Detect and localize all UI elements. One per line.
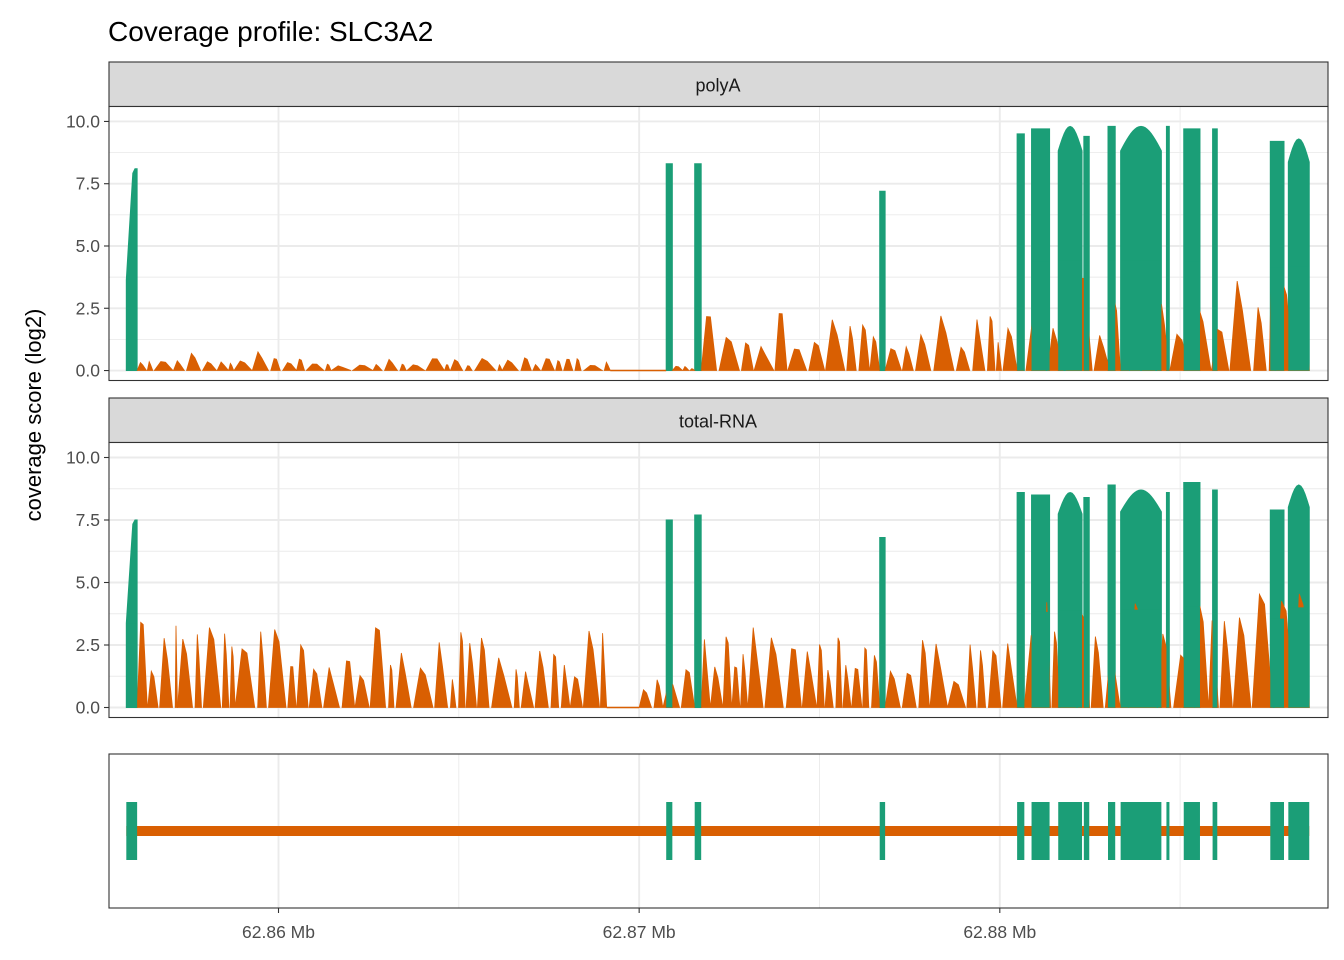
polyA-exon-15-base — [1288, 266, 1310, 371]
gene-model — [126, 802, 1310, 860]
polyA-exon-12-base — [1183, 261, 1200, 371]
gene-intron-line — [126, 826, 1310, 836]
total-RNA-exon-11-base — [1166, 610, 1170, 708]
polyA-exon-14-base — [1270, 267, 1285, 371]
gene-exon-11 — [1166, 802, 1170, 860]
strip-label-polyA: polyA — [695, 76, 740, 96]
gene-exon-13 — [1212, 802, 1218, 860]
polyA-exon-7-base — [1058, 260, 1083, 371]
gene-exon-1 — [126, 802, 138, 860]
total-RNA-exon-7-base — [1058, 610, 1083, 708]
strip-total-RNA — [108, 397, 1329, 444]
total-RNA-intron-segment-2 — [177, 627, 608, 708]
strip-label-total-RNA: total-RNA — [679, 412, 757, 432]
intron-coverage-total-RNA — [126, 592, 1310, 709]
polyA-intron-segment-7 — [884, 315, 1018, 371]
polyA-exon-6-base — [1031, 261, 1050, 371]
x-tick-label: 62.88 Mb — [963, 922, 1036, 942]
polyA-exon-11-base — [1166, 260, 1170, 371]
gene-exon-8 — [1083, 802, 1090, 860]
polyA-exon-1-base — [126, 279, 138, 371]
gene-exon-15 — [1288, 802, 1310, 860]
polyA-exon-2-base — [666, 277, 673, 371]
gene-exon-9 — [1108, 802, 1116, 860]
y-axis-total-RNA: 0.0 2.5 5.0 7.5 10.0 — [66, 448, 109, 718]
gene-exon-10 — [1120, 802, 1162, 860]
panel-total-RNA: total-RNA 0.0 2.5 5.0 7.5 10.0 — [66, 397, 1329, 719]
gene-model-track — [108, 753, 1329, 909]
y-axis-polyA: 0.0 2.5 5.0 7.5 10.0 — [66, 111, 109, 381]
total-RNA-exon-13-base — [1212, 609, 1218, 708]
panel-border-total-RNA — [108, 441, 1329, 719]
total-RNA-intron-segment-5 — [700, 627, 881, 708]
polyA-exon-13-base — [1212, 261, 1218, 371]
gene-exon-7 — [1058, 802, 1083, 860]
polyA-intron-segment-6 — [700, 313, 881, 371]
polyA-exon-8-base — [1083, 265, 1090, 371]
total-RNA-exon-15-base — [1288, 607, 1310, 708]
intron-coverage-polyA — [126, 260, 1310, 372]
strip-polyA — [108, 61, 1329, 108]
total-RNA-exon-2-base — [666, 623, 673, 708]
gene-exon-14 — [1270, 802, 1285, 860]
total-RNA-exon-8-base — [1083, 613, 1090, 708]
total-RNA-intron-segment-6 — [884, 640, 1018, 708]
total-RNA-exon-6-base — [1031, 611, 1050, 708]
total-RNA-y-tick-label: 7.5 — [76, 510, 100, 530]
gene-exon-2 — [666, 802, 673, 860]
polyA-intron-segment-2 — [296, 358, 503, 371]
polyA-exon-5-base — [1017, 264, 1025, 371]
gene-exon-12 — [1183, 802, 1200, 860]
total-RNA-exon-5-base — [1017, 610, 1025, 708]
polyA-y-tick-label: 7.5 — [76, 174, 100, 194]
y-axis-title: coverage score (log2) — [21, 309, 46, 522]
total-RNA-exon-10-base — [1120, 609, 1162, 708]
polyA-y-tick-label: 10.0 — [66, 111, 100, 131]
total-RNA-exon-9-base — [1108, 607, 1116, 708]
polyA-exon-9-base — [1108, 260, 1116, 371]
polyA-intron-segment-1 — [136, 350, 298, 371]
gene-exon-3 — [694, 802, 702, 860]
total-RNA-exon-12-base — [1183, 606, 1200, 708]
panel-border-polyA — [108, 105, 1329, 382]
polyA-y-tick-label: 5.0 — [76, 236, 101, 256]
total-RNA-y-tick-label: 0.0 — [76, 698, 101, 718]
polyA-exon-3-base — [694, 277, 702, 371]
gene-track-border — [108, 753, 1329, 909]
total-RNA-y-tick-label: 10.0 — [66, 448, 100, 468]
panel-polyA: polyA 0.0 2.5 5.0 7.5 10.0 — [66, 61, 1329, 382]
polyA-exon-10-base — [1120, 260, 1162, 371]
total-RNA-intron-segment-1 — [136, 621, 178, 708]
total-RNA-y-tick-label: 2.5 — [76, 635, 100, 655]
total-RNA-exon-3-base — [694, 620, 702, 708]
x-tick-label: 62.87 Mb — [603, 922, 676, 942]
polyA-y-tick-label: 2.5 — [76, 298, 100, 318]
x-axis: 62.86 Mb 62.87 Mb 62.88 Mb — [242, 908, 1036, 942]
x-tick-label: 62.86 Mb — [242, 922, 315, 942]
total-RNA-exon-4-base — [879, 631, 886, 708]
total-RNA-y-tick-label: 5.0 — [76, 573, 101, 593]
polyA-exon-4-base — [879, 289, 886, 371]
chart-title: Coverage profile: SLC3A2 — [108, 16, 433, 47]
gene-exon-4 — [879, 802, 886, 860]
total-RNA-exon-14-base — [1270, 618, 1285, 708]
polyA-intron-segment-5 — [671, 365, 696, 371]
total-RNA-exon-1-base — [126, 623, 138, 708]
gene-exon-6 — [1031, 802, 1050, 860]
polyA-y-tick-label: 0.0 — [76, 361, 101, 381]
polyA-intron-segment-3 — [501, 357, 611, 371]
gene-exon-5 — [1017, 802, 1025, 860]
